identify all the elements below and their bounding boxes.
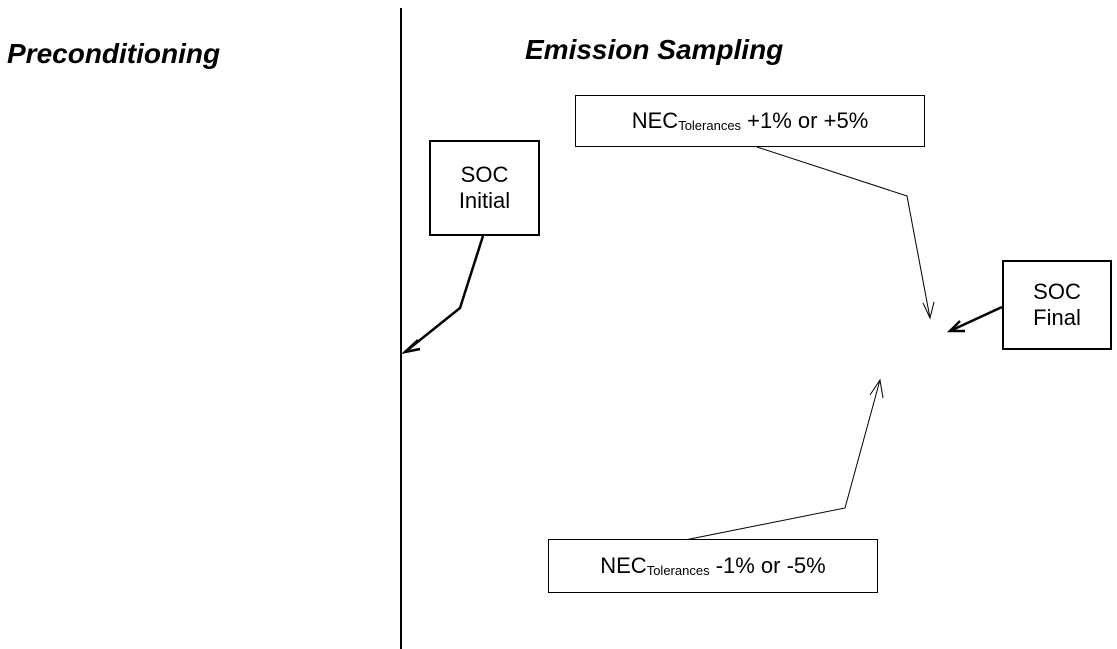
phase-divider-line — [400, 8, 402, 649]
nec-upper-value: +1% or +5% — [741, 108, 869, 134]
nec-lower-value: -1% or -5% — [709, 553, 826, 579]
soc-final-line1: SOC — [1033, 279, 1081, 305]
nec-lower-subscript: Tolerances — [646, 563, 710, 579]
nec-upper-subscript: Tolerances — [678, 118, 742, 134]
preconditioning-heading: Preconditioning — [7, 38, 221, 69]
soc-initial-line2: Initial — [458, 188, 511, 213]
soc-final-line2: Final — [1033, 305, 1081, 330]
emission-sampling-heading: Emission Sampling — [525, 34, 784, 65]
nec-lower-arrow — [684, 379, 881, 541]
soc-final-arrow — [949, 305, 1003, 333]
nec-upper-tolerance-box: NEC Tolerances +1% or +5% — [575, 95, 925, 147]
nec-lower-main: NEC — [600, 553, 647, 579]
soc-initial-box: SOC Initial — [429, 140, 540, 236]
soc-initial-arrowhead — [400, 339, 421, 355]
soc-initial-arrow — [404, 235, 485, 353]
soc-initial-line1: SOC — [460, 162, 509, 188]
nec-upper-main: NEC — [631, 108, 679, 134]
soc-final-box: SOC Final — [1002, 260, 1112, 350]
nec-lower-arrowhead — [869, 378, 884, 399]
nec-upper-arrow — [756, 146, 931, 319]
nec-upper-arrowhead — [922, 301, 935, 320]
soc-final-arrowhead — [946, 320, 965, 333]
nec-lower-tolerance-box: NEC Tolerances -1% or -5% — [548, 539, 878, 593]
